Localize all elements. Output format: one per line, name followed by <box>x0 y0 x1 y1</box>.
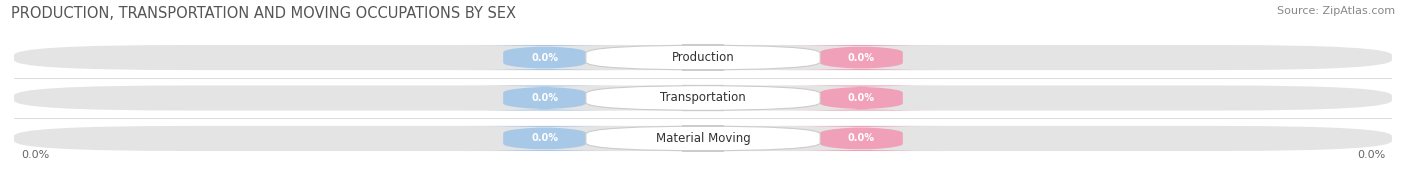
Text: 0.0%: 0.0% <box>1357 150 1385 160</box>
Text: 0.0%: 0.0% <box>21 150 49 160</box>
Text: 0.0%: 0.0% <box>531 53 558 63</box>
FancyBboxPatch shape <box>461 45 627 70</box>
Text: Material Moving: Material Moving <box>655 132 751 145</box>
FancyBboxPatch shape <box>461 85 627 111</box>
Text: 0.0%: 0.0% <box>848 93 875 103</box>
FancyBboxPatch shape <box>14 85 1392 111</box>
Text: Production: Production <box>672 51 734 64</box>
FancyBboxPatch shape <box>586 45 820 70</box>
FancyBboxPatch shape <box>779 126 945 151</box>
Text: 0.0%: 0.0% <box>848 133 875 143</box>
FancyBboxPatch shape <box>586 85 820 111</box>
FancyBboxPatch shape <box>586 126 820 151</box>
FancyBboxPatch shape <box>14 45 1392 70</box>
Text: PRODUCTION, TRANSPORTATION AND MOVING OCCUPATIONS BY SEX: PRODUCTION, TRANSPORTATION AND MOVING OC… <box>11 6 516 21</box>
FancyBboxPatch shape <box>461 126 627 151</box>
Text: Source: ZipAtlas.com: Source: ZipAtlas.com <box>1277 6 1395 16</box>
Text: 0.0%: 0.0% <box>531 133 558 143</box>
Text: 0.0%: 0.0% <box>848 53 875 63</box>
Text: Transportation: Transportation <box>661 92 745 104</box>
Text: 0.0%: 0.0% <box>531 93 558 103</box>
FancyBboxPatch shape <box>14 126 1392 151</box>
FancyBboxPatch shape <box>779 85 945 111</box>
FancyBboxPatch shape <box>779 45 945 70</box>
